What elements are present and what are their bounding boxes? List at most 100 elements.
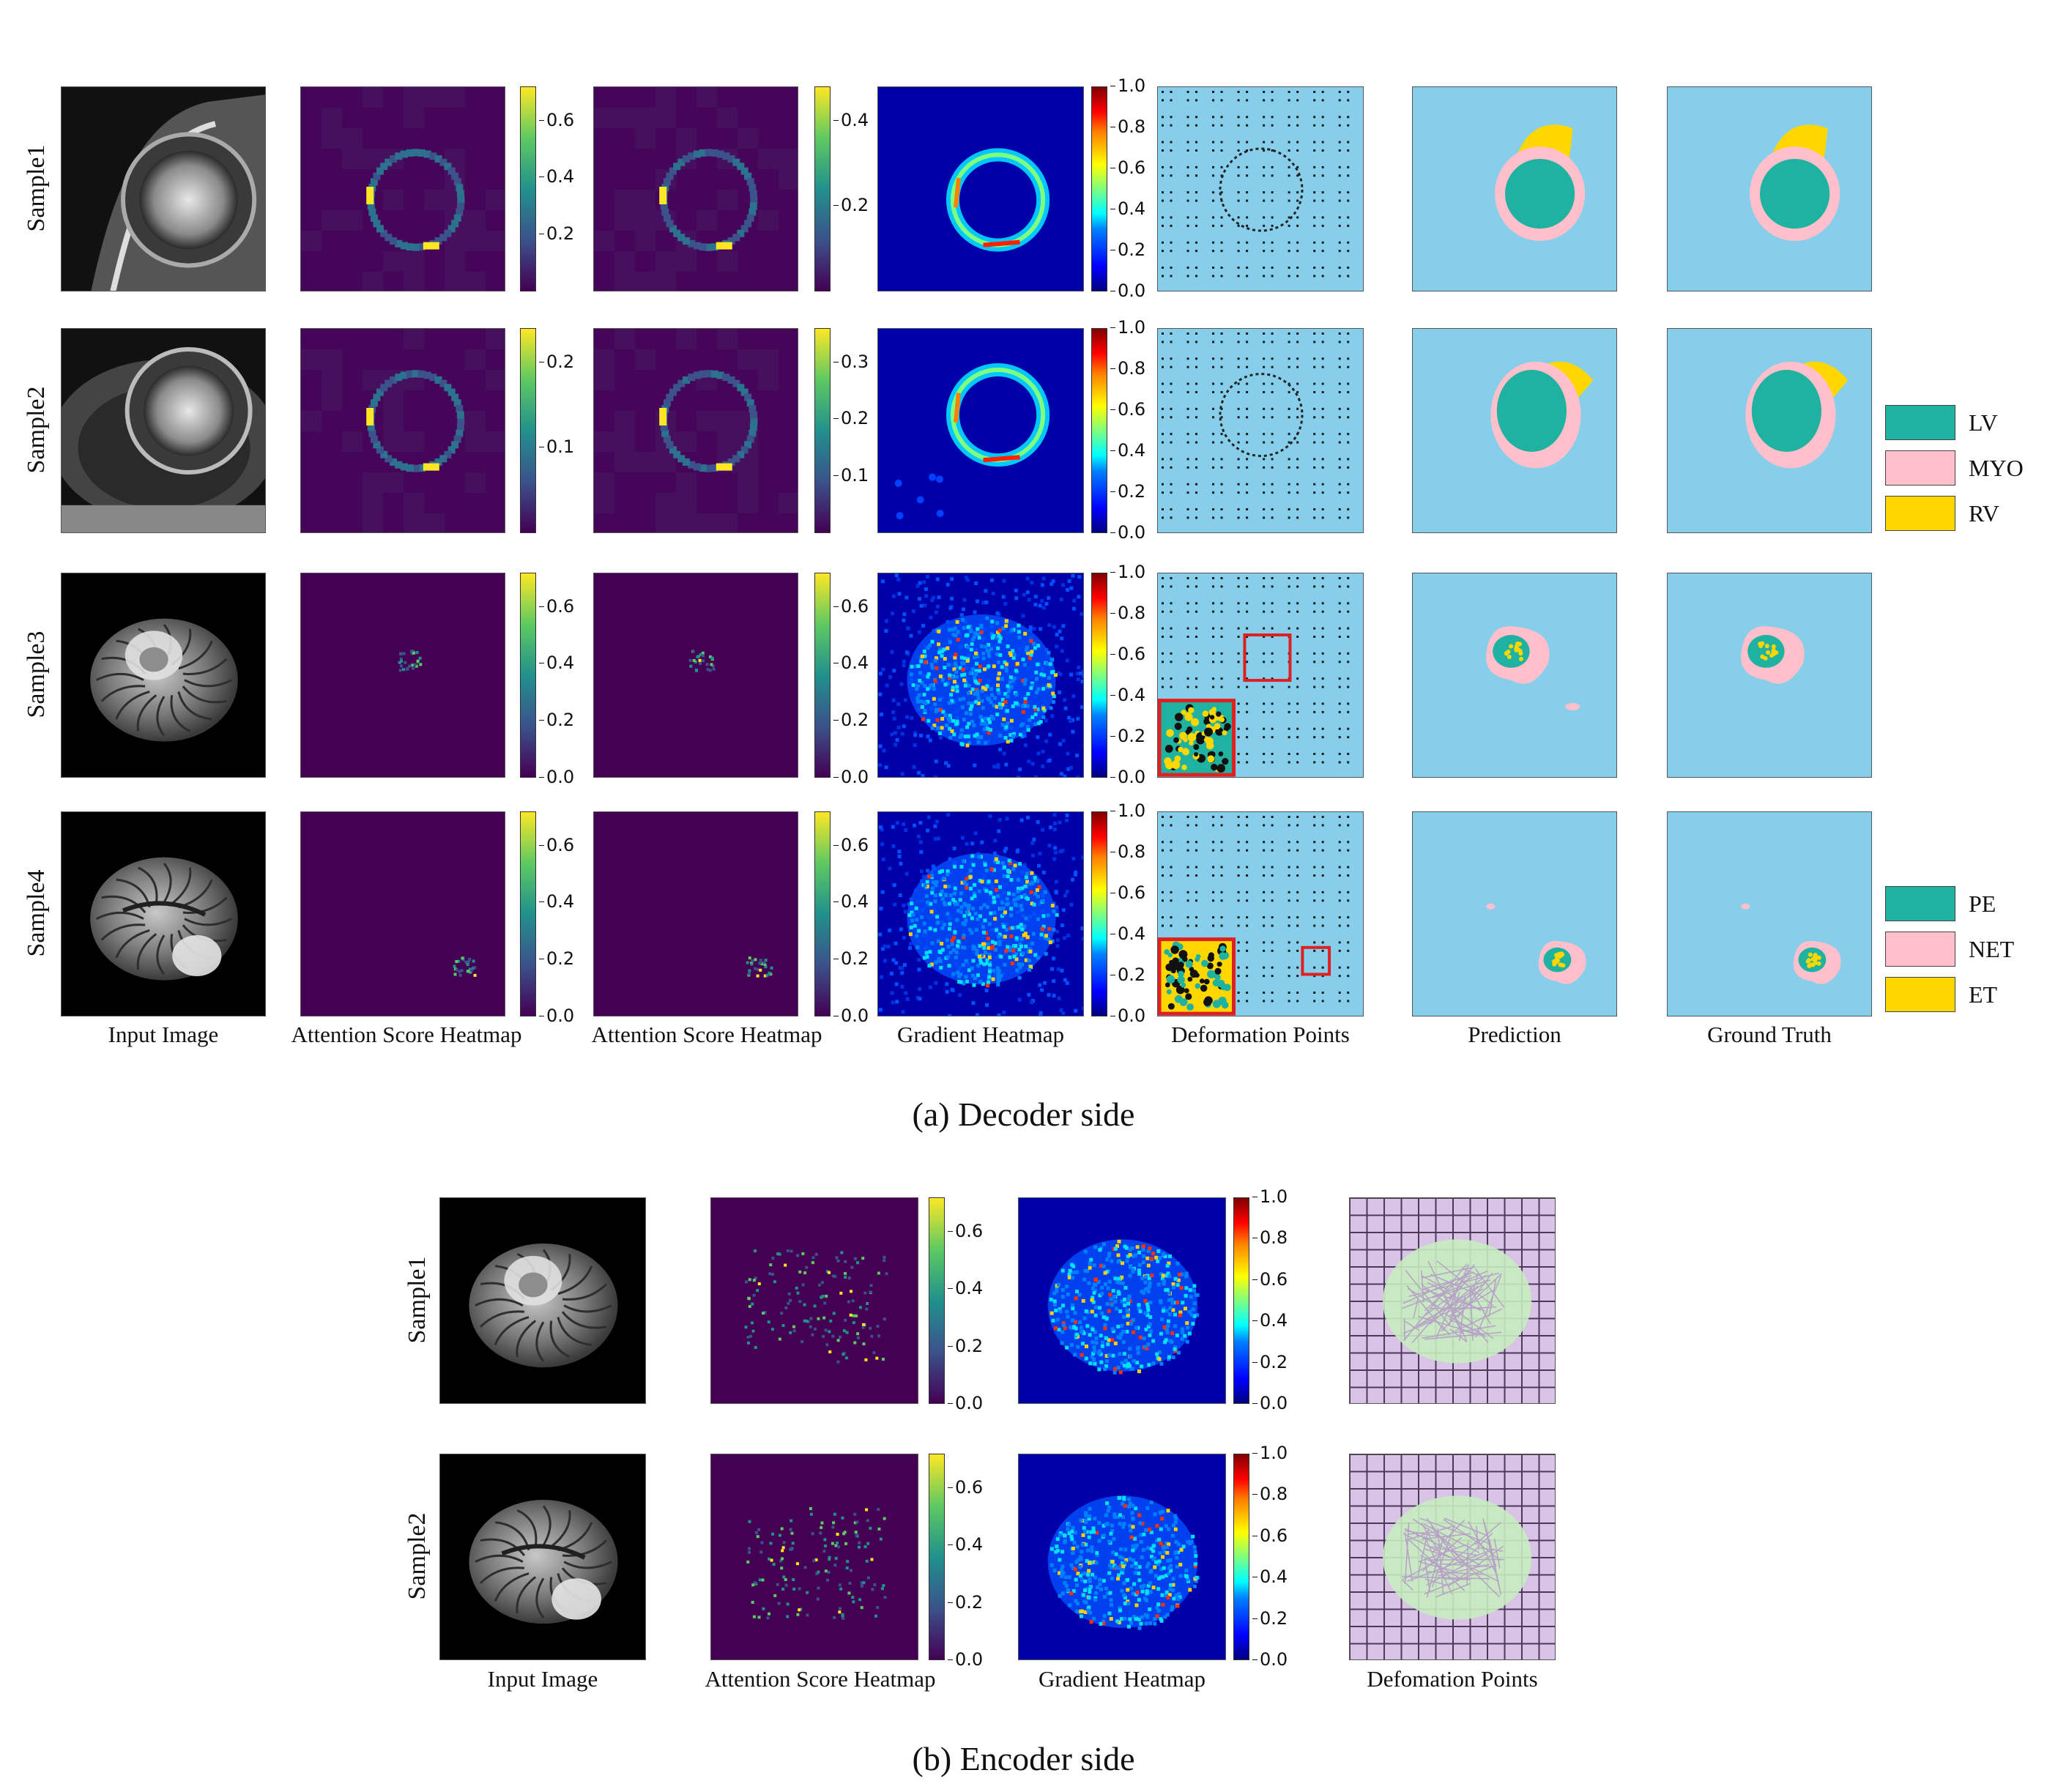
gradient-colorbar-tick: 0.6 [1110, 644, 1146, 664]
attention-colorbar-tick: 0.6 [538, 109, 575, 130]
decoder-att1-panel [300, 811, 505, 1016]
attention-colorbar-tick: 0.2 [538, 223, 575, 245]
decoder-att2-panel [593, 86, 798, 291]
decoder-pred-panel [1412, 328, 1617, 533]
decoder-att1-panel [300, 328, 505, 533]
attention-colorbar [520, 811, 536, 1016]
legend-cardiac-label: MYO [1969, 455, 2024, 481]
decoder-gt-panel [1667, 86, 1872, 291]
encoder-def-panel [1349, 1197, 1556, 1404]
decoder-grad-panel [877, 811, 1084, 1016]
legend-brain-swatch [1885, 932, 1955, 967]
attention-colorbar-tick: 0.4 [947, 1534, 984, 1555]
column-label: Gradient Heatmap [896, 1022, 1065, 1047]
decoder-att1-panel [300, 573, 505, 778]
gradient-colorbar-tick: 0.4 [1110, 923, 1146, 944]
legend-brain-swatch [1885, 977, 1955, 1012]
attention-colorbar-tick: 0.2 [538, 710, 575, 731]
encoder-def-panel [1349, 1454, 1556, 1660]
decoder-def-panel [1157, 86, 1364, 291]
gradient-colorbar-tick: 0.0 [1110, 280, 1146, 301]
gradient-colorbar-tick: 1.0 [1110, 75, 1146, 96]
decoder-input-panel [61, 811, 266, 1016]
row-label: Sample1 [404, 1256, 431, 1344]
attention-colorbar-tick: 0.1 [538, 436, 575, 458]
attention-colorbar [814, 86, 831, 291]
encoder-grad-panel [1018, 1197, 1226, 1404]
column-label: Attention Score Heatmap [591, 1022, 822, 1047]
encoder-att-panel [710, 1454, 918, 1660]
attention-colorbar-tick: 0.0 [538, 767, 575, 787]
decoder-att1-panel [300, 86, 505, 291]
column-label: Gradient Heatmap [1038, 1666, 1206, 1692]
legend-cardiac-label: LV [1969, 409, 1998, 436]
decoder-grad-panel [877, 573, 1084, 778]
attention-colorbar-tick: 0.0 [947, 1649, 984, 1670]
attention-colorbar [520, 328, 536, 533]
attention-colorbar-tick: 0.4 [538, 891, 575, 912]
gradient-colorbar-tick: 0.4 [1252, 1310, 1288, 1331]
decoder-grad-panel [877, 328, 1084, 533]
row-label: Sample1 [23, 144, 50, 232]
gradient-colorbar-tick: 0.8 [1110, 116, 1146, 137]
attention-colorbar-tick: 0.6 [538, 595, 575, 617]
attention-colorbar-tick: 0.2 [833, 948, 869, 970]
attention-colorbar [929, 1454, 945, 1660]
gradient-colorbar-tick: 0.2 [1252, 1351, 1288, 1372]
gradient-colorbar-tick: 0.0 [1110, 767, 1146, 787]
gradient-colorbar-tick: 0.6 [1110, 157, 1146, 178]
attention-colorbar-tick: 0.4 [833, 109, 869, 130]
column-label: Input Image [108, 1022, 219, 1047]
gradient-colorbar-tick: 0.8 [1110, 603, 1146, 623]
attention-colorbar [814, 573, 831, 778]
encoder-grad-panel [1018, 1454, 1226, 1660]
column-label: Ground Truth [1707, 1022, 1832, 1047]
decoder-def-panel [1157, 328, 1364, 533]
decoder-grad-panel [877, 86, 1084, 291]
attention-colorbar-tick: 0.2 [538, 948, 575, 970]
gradient-colorbar-tick: 0.8 [1110, 841, 1146, 862]
column-label: Input Image [487, 1666, 598, 1692]
decoder-pred-panel [1412, 811, 1617, 1016]
attention-colorbar-tick: 0.4 [947, 1278, 984, 1299]
attention-colorbar-tick: 0.2 [833, 710, 869, 731]
gradient-colorbar-tick: 0.6 [1110, 399, 1146, 420]
attention-colorbar [520, 86, 536, 291]
gradient-colorbar-tick: 0.8 [1252, 1484, 1288, 1505]
decoder-gt-panel [1667, 573, 1872, 778]
gradient-colorbar-tick: 0.4 [1252, 1566, 1288, 1588]
attention-colorbar [929, 1197, 945, 1404]
attention-colorbar-tick: 0.2 [947, 1591, 984, 1613]
attention-colorbar-tick: 0.3 [833, 351, 869, 372]
legend-brain-swatch [1885, 886, 1955, 921]
gradient-colorbar-tick: 0.4 [1110, 440, 1146, 461]
row-label: Sample2 [404, 1512, 431, 1600]
attention-colorbar [814, 811, 831, 1016]
attention-colorbar-tick: 0.0 [538, 1005, 575, 1026]
attention-colorbar-tick: 0.6 [833, 834, 869, 855]
decoder-pred-panel [1412, 573, 1617, 778]
encoder-input-panel [439, 1197, 646, 1404]
gradient-colorbar-tick: 0.2 [1252, 1607, 1288, 1629]
attention-colorbar-tick: 0.0 [833, 767, 869, 787]
gradient-colorbar-tick: 0.0 [1252, 1393, 1288, 1413]
gradient-colorbar [1091, 573, 1107, 778]
attention-colorbar-tick: 0.2 [833, 408, 869, 429]
decoder-input-panel [61, 328, 266, 533]
decoder-pred-panel [1412, 86, 1617, 291]
gradient-colorbar [1091, 811, 1107, 1016]
gradient-colorbar-tick: 1.0 [1110, 317, 1146, 338]
decoder-input-panel [61, 573, 266, 778]
gradient-colorbar-tick: 0.0 [1110, 522, 1146, 543]
decoder-att2-panel [593, 811, 798, 1016]
gradient-colorbar-tick: 0.6 [1252, 1268, 1288, 1290]
attention-colorbar-tick: 0.2 [947, 1335, 984, 1356]
encoder-att-panel [710, 1197, 918, 1404]
attention-colorbar-tick: 0.4 [833, 891, 869, 912]
attention-colorbar-tick: 0.1 [833, 465, 869, 486]
attention-colorbar-tick: 0.6 [947, 1221, 984, 1241]
gradient-colorbar-tick: 0.4 [1110, 685, 1146, 705]
gradient-colorbar-tick: 0.2 [1110, 964, 1146, 985]
legend-cardiac-label: RV [1969, 500, 1999, 527]
legend-cardiac-swatch [1885, 496, 1955, 531]
